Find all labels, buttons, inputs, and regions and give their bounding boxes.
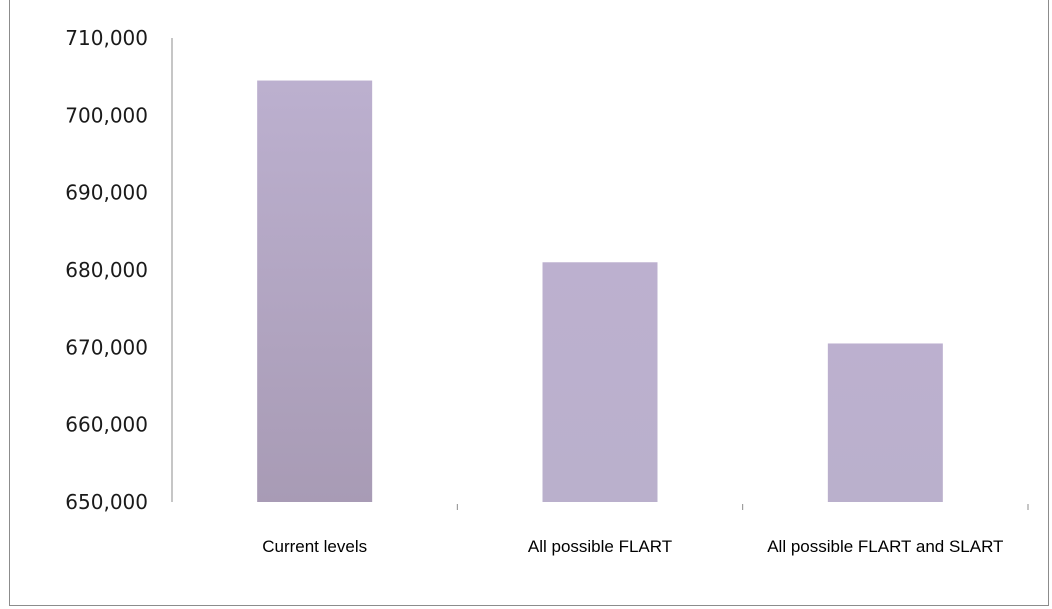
y-tick-label: 660,000 — [65, 413, 148, 437]
y-tick-label: 690,000 — [65, 181, 148, 205]
y-tick-label: 650,000 — [65, 490, 148, 514]
x-axis: Current levels All possible FLART All poss… — [262, 504, 1029, 556]
bar-all-possible-flart — [542, 262, 658, 502]
bar-all-possible-flart-and-slart — [827, 343, 943, 502]
y-tick-label: 670,000 — [65, 335, 148, 359]
x-tick-label: Current levels — [262, 537, 367, 556]
bar-current-levels — [257, 80, 373, 503]
y-tick-label: 700,000 — [65, 103, 148, 127]
y-tick-label: 710,000 — [65, 26, 148, 50]
x-tick-label: All possible FLART — [528, 537, 672, 556]
bars — [257, 80, 943, 503]
chart-frame — [9, 0, 1049, 606]
y-tick-label: 680,000 — [65, 258, 148, 282]
x-tick-label: All possible FLART and SLART — [767, 537, 1003, 556]
y-axis: 650,000 660,000 670,000 680,000 690,000 700,0… — [65, 26, 173, 514]
